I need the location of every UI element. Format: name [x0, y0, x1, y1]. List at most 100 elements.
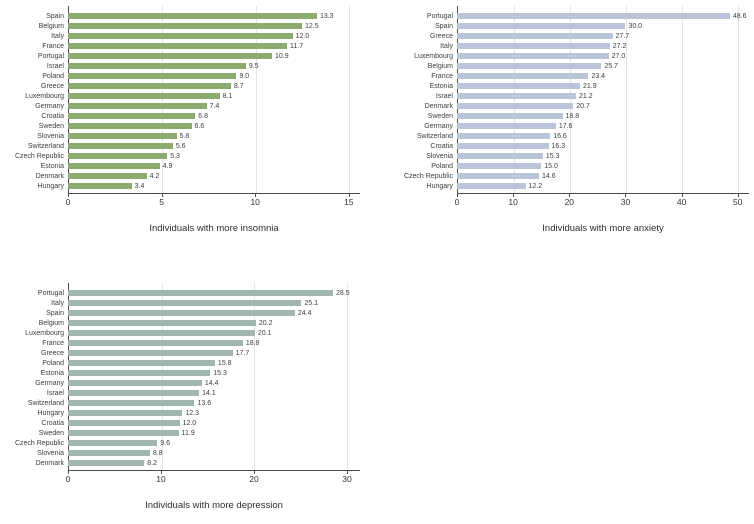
bar-track: 24.4: [68, 308, 360, 318]
bar-row: France 11.7: [4, 41, 360, 51]
value-label: 11.7: [290, 42, 304, 50]
category-label: Belgium: [427, 62, 453, 70]
bar-row: Portugal 48.6: [393, 11, 749, 21]
bar: [68, 73, 237, 79]
category-label: Croatia: [41, 112, 64, 120]
axis-tick-label: 20: [249, 474, 259, 484]
grid-layer: [68, 6, 360, 193]
bar-row: Sweden 6.6: [4, 121, 360, 131]
axis-tick-label: 0: [65, 197, 71, 207]
category-label: France: [431, 72, 453, 80]
category-label: Germany: [35, 102, 64, 110]
category-label: Greece: [41, 82, 64, 90]
value-label: 5.8: [179, 132, 190, 140]
bar-track: 12.0: [68, 418, 360, 428]
value-label: 21.9: [582, 82, 597, 90]
bar: [68, 430, 179, 436]
category-label: Denmark: [35, 172, 64, 180]
bar-track: 21.2: [457, 91, 749, 101]
axis-tick: [161, 194, 163, 197]
value-label: 11.9: [181, 429, 195, 437]
value-label: 16.6: [553, 132, 567, 140]
bar: [68, 460, 145, 466]
bar-track: 20.2: [68, 318, 360, 328]
value-label: 7.4: [209, 102, 220, 110]
axis-tick: [346, 471, 348, 474]
x-axis: 0 10 20 30 40 50: [455, 193, 749, 211]
category-label: Denmark: [424, 102, 453, 110]
bar: [68, 300, 302, 306]
bar-track: 13.6: [68, 398, 360, 408]
bar-row: Portugal 10.9: [4, 51, 360, 61]
value-label: 12.0: [182, 419, 197, 427]
category-label: Slovenia: [37, 449, 64, 457]
value-label: 27.0: [611, 52, 626, 60]
bar-row: Italy 27.2: [393, 41, 749, 51]
bar-row: Denmark 4.2: [4, 171, 360, 181]
gridline: [161, 283, 163, 470]
axis-tick: [737, 194, 739, 197]
bar: [68, 43, 287, 49]
value-label: 8.1: [222, 92, 233, 100]
category-label: Croatia: [41, 419, 64, 427]
value-label: 6.8: [198, 112, 209, 120]
axis-tick: [513, 194, 515, 197]
bar-track: 21.9: [457, 81, 749, 91]
bar-track: 5.6: [68, 141, 360, 151]
category-label: Sweden: [427, 112, 453, 120]
category-label: Israel: [46, 62, 64, 70]
x-axis-title: Individuals with more depression: [145, 500, 283, 511]
category-label: Czech Republic: [403, 172, 453, 180]
bar: [457, 23, 626, 29]
value-label: 15.8: [217, 359, 232, 367]
bar: [68, 173, 147, 179]
value-label: 8.7: [233, 82, 244, 90]
bar-track: 23.4: [457, 71, 749, 81]
bar-row: Belgium 25.7: [393, 61, 749, 71]
value-label: 12.3: [185, 409, 199, 417]
bar-track: 7.4: [68, 101, 360, 111]
x-axis-title: Individuals with more anxiety: [542, 223, 664, 234]
bar: [68, 23, 302, 29]
value-label: 20.1: [257, 329, 272, 337]
bar-row: Hungary 12.2: [393, 181, 749, 191]
bar-track: 16.6: [457, 131, 749, 141]
bar: [457, 53, 609, 59]
bar-track: 10.9: [68, 51, 360, 61]
insomnia-chart: Spain 13.3 Belgium 12.5 Italy 12.0 France 11.7 P…: [4, 6, 360, 234]
bar: [68, 13, 317, 19]
bar-track: 18.8: [68, 338, 360, 348]
value-label: 48.6: [732, 12, 747, 20]
bar-track: 13.3: [68, 11, 360, 21]
bar-track: 4.9: [68, 161, 360, 171]
bar-row: Estonia 21.9: [393, 81, 749, 91]
axis-tick-label: 5: [159, 197, 164, 207]
bar: [457, 103, 574, 109]
value-label: 21.2: [579, 92, 593, 100]
bar: [68, 53, 273, 59]
bar-track: 30.0: [457, 21, 749, 31]
bar-track: 6.6: [68, 121, 360, 131]
value-label: 23.4: [591, 72, 606, 80]
bar-row: Italy 12.0: [4, 31, 360, 41]
bar-row: Slovenia 15.3: [393, 151, 749, 161]
category-label: Poland: [431, 162, 453, 170]
bar-track: 25.7: [457, 61, 749, 71]
gridline: [254, 283, 256, 470]
value-label: 18.8: [565, 112, 580, 120]
axis-tick: [68, 194, 69, 197]
category-label: Poland: [42, 359, 64, 367]
depression-chart: Portugal 28.5 Italy 25.1 Spain 24.4 Belgium 20.…: [4, 283, 360, 511]
bar-track: 20.7: [457, 101, 749, 111]
plot-area: Portugal 48.6 Spain 30.0 Greece 27.7 Italy 27.2…: [393, 6, 749, 193]
value-label: 6.6: [194, 122, 205, 130]
axis-tick-label: 30: [620, 197, 631, 207]
value-label: 12.2: [528, 182, 543, 190]
value-label: 10.9: [275, 52, 289, 60]
value-label: 5.6: [175, 142, 186, 150]
bar-row: Czech Republic 14.6: [393, 171, 749, 181]
bar-row: Israel 14.1: [4, 388, 360, 398]
bar-track: 5.3: [68, 151, 360, 161]
bar: [68, 113, 196, 119]
bar-track: 16.3: [457, 141, 749, 151]
